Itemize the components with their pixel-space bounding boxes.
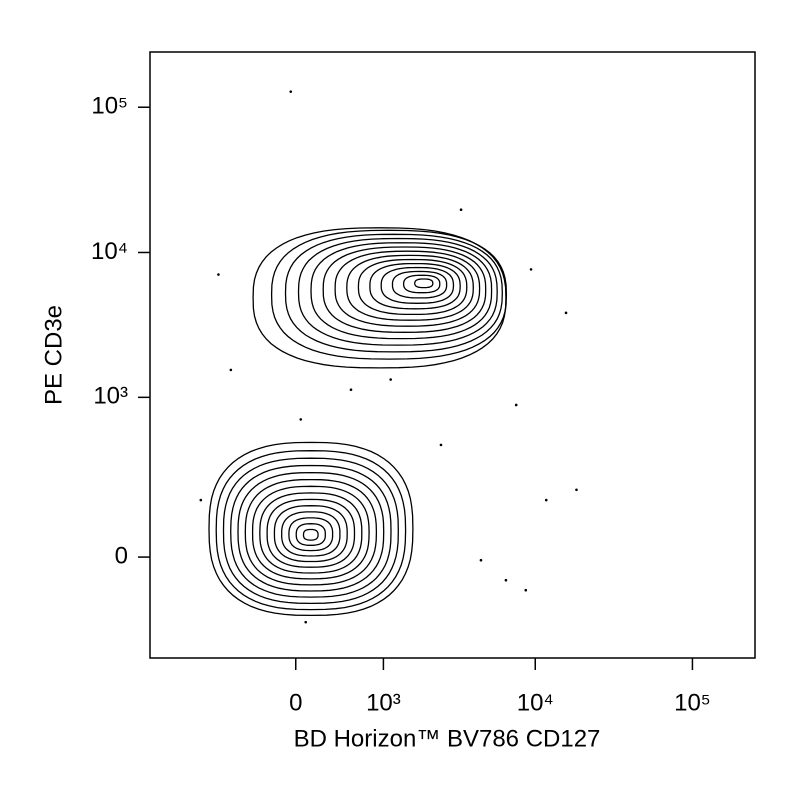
- contour: [208, 441, 414, 617]
- event-dot: [389, 378, 392, 381]
- event-dot: [564, 311, 568, 315]
- contour: [369, 262, 461, 310]
- event-dot: [349, 388, 353, 392]
- contour: [266, 498, 356, 568]
- contour: [414, 278, 434, 289]
- event-dot: [459, 208, 463, 212]
- event-dot: [439, 443, 443, 447]
- event-dot: [529, 268, 533, 271]
- contour: [297, 237, 498, 346]
- contour: [402, 274, 441, 294]
- event-dot: [524, 588, 528, 592]
- contour: [230, 464, 392, 598]
- x-tick-label: 0: [289, 689, 302, 716]
- contour: [310, 242, 493, 340]
- contour: [270, 229, 508, 360]
- event-dot: [289, 90, 293, 93]
- y-tick-label: 10³: [93, 383, 128, 410]
- contour: [284, 233, 503, 353]
- event-dot: [504, 578, 508, 582]
- contour: [237, 471, 385, 592]
- contour: [215, 450, 407, 611]
- y-tick-label: 10⁴: [91, 238, 128, 265]
- contour: [380, 266, 455, 304]
- contour: [259, 492, 363, 574]
- contour: [252, 227, 507, 369]
- contour: [346, 254, 474, 321]
- contour: [391, 270, 448, 299]
- contour: [334, 250, 481, 327]
- y-tick-label: 10⁵: [91, 93, 128, 120]
- event-dot: [299, 418, 303, 421]
- event-dot: [304, 620, 308, 624]
- contour: [357, 258, 468, 316]
- y-tick-label: 0: [115, 542, 128, 569]
- plot-frame: [149, 51, 756, 659]
- event-dot: [217, 273, 220, 276]
- event-dot: [479, 558, 483, 562]
- contour: [288, 517, 334, 552]
- x-axis-title: BD Horizon™ BV786 CD127: [294, 725, 601, 752]
- contour: [302, 528, 319, 541]
- contour: [273, 505, 348, 563]
- x-tick-label: 10⁵: [674, 689, 711, 716]
- y-axis-title: PE CD3e: [40, 305, 67, 405]
- event-dot: [514, 403, 518, 407]
- contour: [281, 511, 341, 557]
- x-tick-label: 10³: [366, 689, 401, 716]
- contour: [322, 246, 487, 333]
- contour: [251, 485, 370, 580]
- event-dot: [199, 498, 203, 502]
- x-tick-label: 10⁴: [517, 689, 554, 716]
- contour: [295, 523, 326, 546]
- event-dot: [544, 498, 548, 502]
- contour: [222, 457, 399, 605]
- event-dot: [229, 368, 233, 372]
- contour: [244, 478, 378, 586]
- event-dot: [575, 488, 578, 492]
